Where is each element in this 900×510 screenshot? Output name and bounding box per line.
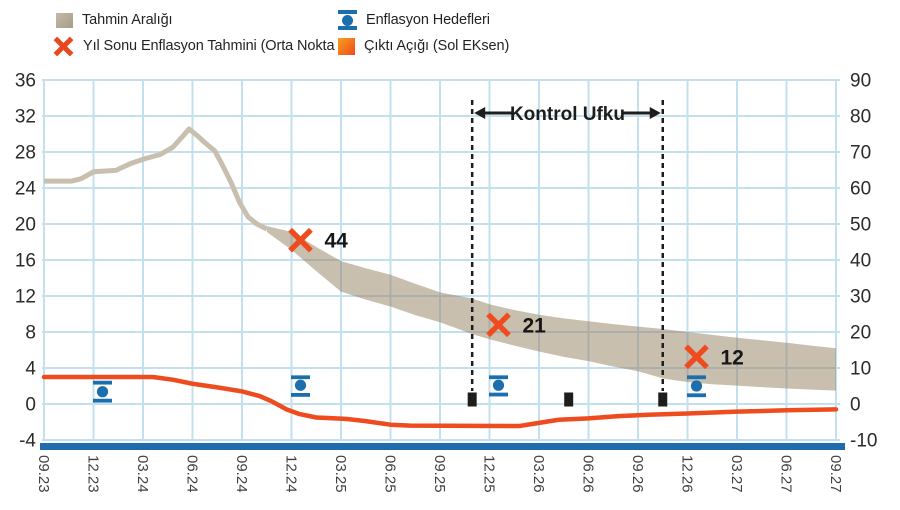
x-axis-tick-label: 06.25 <box>382 455 399 493</box>
x-axis-tick-label: 06.24 <box>184 455 201 493</box>
inflation-target-marker-icon <box>338 10 357 30</box>
forecast-value-label: 44 <box>325 230 349 253</box>
control-horizon-annotation: Kontrol Ufku <box>470 100 664 391</box>
year-end-forecast-markers: 44 21 12 <box>288 227 744 370</box>
x-axis-tick-label: 03.27 <box>728 455 745 493</box>
right-axis-tick-label: 50 <box>850 215 871 236</box>
realized-inflation-line <box>44 126 268 232</box>
left-arrow-head-icon <box>474 107 486 119</box>
right-axis-tick-label: -10 <box>850 431 877 452</box>
legend-label: Tahmin Aralığı <box>82 12 173 28</box>
left-axis-tick-label: 12 <box>15 287 36 308</box>
x-axis-tick-label: 03.26 <box>530 455 547 493</box>
left-axis-tick-label: 28 <box>15 143 36 164</box>
right-axis-tick-label: 30 <box>850 287 871 308</box>
right-axis-tick-label: 90 <box>850 71 871 92</box>
forecast-range-swatch <box>56 12 73 28</box>
x-axis-tick-label: 09.23 <box>35 455 52 493</box>
left-axis-tick-label: -4 <box>19 431 36 452</box>
target-dot <box>96 386 109 398</box>
right-axis-tick-label: 20 <box>850 323 871 344</box>
legend-label: Enflasyon Hedefleri <box>366 12 490 28</box>
output-gap-line <box>41 374 839 429</box>
legend-item-forecast-range: Tahmin Aralığı <box>56 10 173 30</box>
legend-item-output-gap: Çıktı Açığı (Sol EKsen) <box>338 36 509 56</box>
x-axis-tick-label: 09.26 <box>629 455 646 493</box>
target-dot <box>492 379 505 391</box>
black-square-markers <box>467 392 668 407</box>
legend-label: Yıl Sonu Enflasyon Tahmini (Orta Nokta <box>83 38 335 54</box>
right-axis-tick-label: 60 <box>850 179 871 200</box>
x-marker-icon <box>486 312 511 338</box>
x-axis-tick-label: 09.25 <box>431 455 448 493</box>
x-axis-tick-label: 09.24 <box>233 455 250 493</box>
target-upper-bar <box>291 375 310 380</box>
legend-label: Çıktı Açığı (Sol EKsen) <box>364 38 510 54</box>
x-axis-tick-label: 12.23 <box>85 455 102 493</box>
x-axis-tick-label: 12.25 <box>481 455 498 493</box>
left-axis-tick-label: 36 <box>15 71 36 92</box>
black-square-marker <box>564 392 574 407</box>
right-axis-tick-label: 40 <box>850 251 871 272</box>
x-axis-tick-label: 06.27 <box>778 455 795 493</box>
target-lower-bar <box>291 393 310 397</box>
target-upper-bar <box>489 375 508 380</box>
x-axis-tick-label: 09.27 <box>827 455 844 493</box>
x-marker-icon <box>684 344 709 370</box>
x-axis-tick-label: 06.26 <box>580 455 597 493</box>
inflation-target-markers <box>93 375 706 403</box>
x-axis-labels: 09.23 12.23 03.24 06.24 09.24 12.24 03.25 06.25… <box>35 455 844 493</box>
black-square-marker <box>467 392 477 407</box>
right-axis-tick-label: 80 <box>850 107 871 128</box>
right-axis-tick-label: 0 <box>850 395 861 416</box>
x-axis-tick-label: 12.24 <box>283 455 300 493</box>
left-axis-tick-label: 4 <box>25 359 36 380</box>
left-axis-tick-label: 16 <box>15 251 36 272</box>
control-horizon-label: Kontrol Ufku <box>510 104 625 125</box>
forecast-value-label: 12 <box>721 346 744 369</box>
forecast-band <box>266 226 836 391</box>
target-upper-bar <box>687 375 706 380</box>
gridlines <box>42 79 840 441</box>
right-axis-tick-label: 70 <box>850 143 871 164</box>
target-lower-bar <box>93 398 112 403</box>
right-axis-tick-label: 10 <box>850 359 871 380</box>
output-gap-swatch <box>338 37 355 55</box>
x-axis-tick-label: 03.24 <box>134 455 151 493</box>
legend-item-inflation-targets: Enflasyon Hedefleri <box>338 10 490 30</box>
legend-item-year-end-forecast: Yıl Sonu Enflasyon Tahmini (Orta Nokta <box>53 36 335 57</box>
x-axis-tick-label: 03.25 <box>332 455 349 493</box>
forecast-value-label: 21 <box>523 314 547 337</box>
x-axis-tick-label: 12.26 <box>679 455 696 493</box>
target-dot <box>690 380 703 392</box>
target-lower-bar <box>489 392 508 397</box>
left-axis-labels: 36 32 28 24 20 16 12 8 4 0 -4 <box>15 71 37 452</box>
right-arrow-head-icon <box>649 107 661 119</box>
target-dot <box>294 379 307 391</box>
right-axis-labels: 90 80 70 60 50 40 30 20 10 0 -10 <box>850 71 877 452</box>
x-marker-icon <box>288 227 313 253</box>
target-lower-bar <box>687 393 706 398</box>
x-marker-icon <box>53 36 74 57</box>
left-axis-tick-label: 24 <box>15 179 37 200</box>
left-axis-tick-label: 0 <box>25 395 36 416</box>
target-upper-bar <box>93 380 112 385</box>
black-square-marker <box>658 392 668 407</box>
left-axis-tick-label: 32 <box>15 107 36 128</box>
left-axis-tick-label: 8 <box>25 323 36 344</box>
left-axis-tick-label: 20 <box>15 215 36 236</box>
